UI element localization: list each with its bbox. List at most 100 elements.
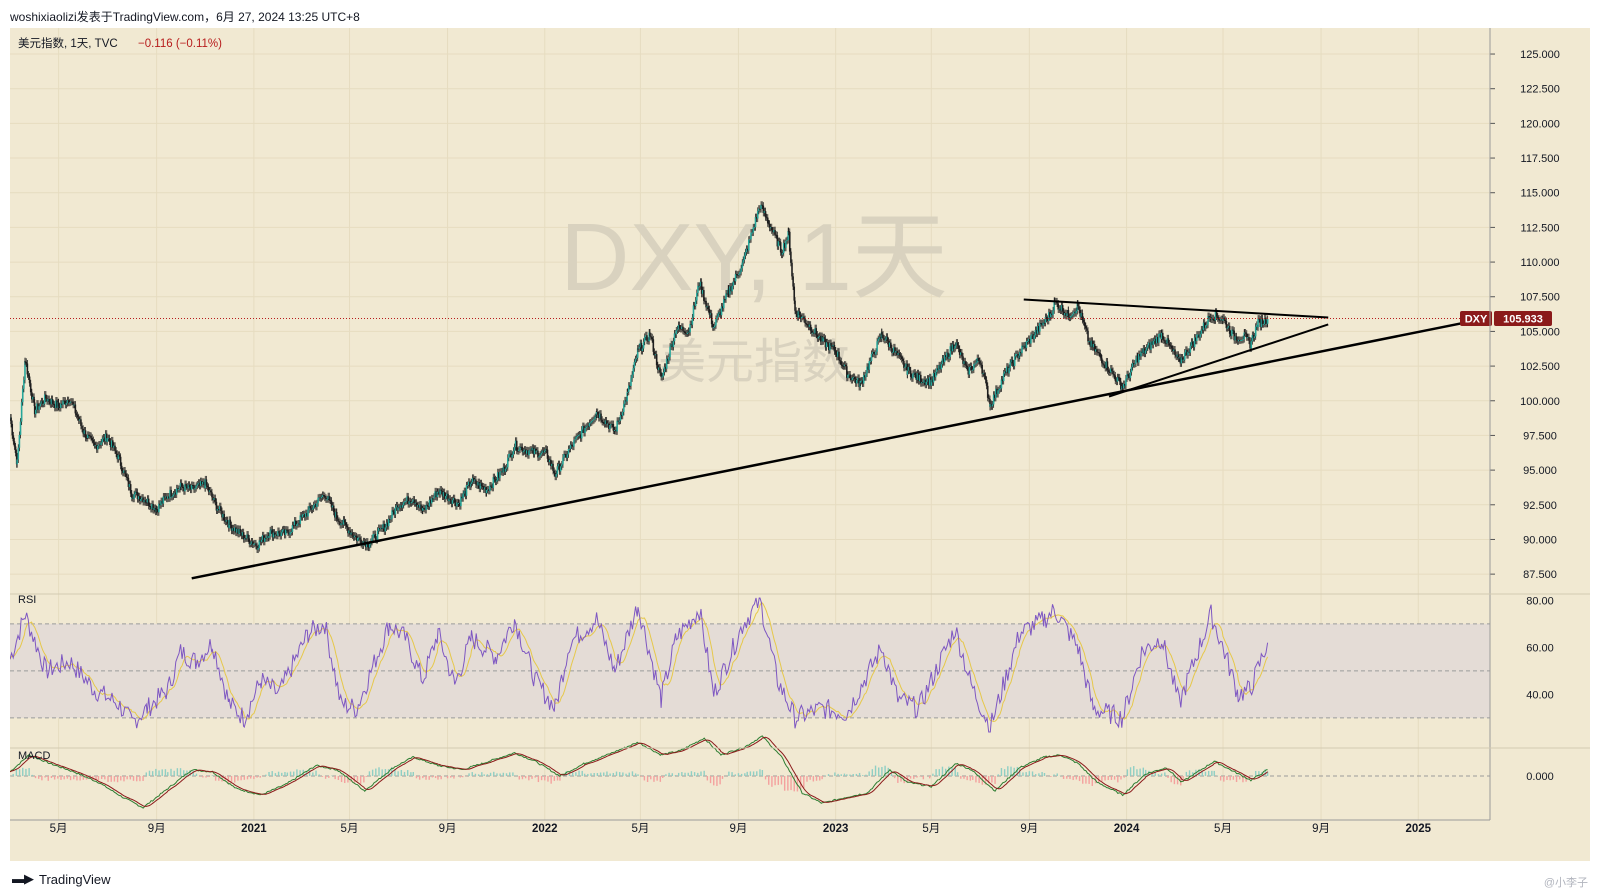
candle-down [819, 335, 822, 342]
candle-down [355, 536, 358, 541]
candle-up [1047, 312, 1050, 321]
macd-bar-negative [337, 776, 340, 781]
candle-up [1016, 353, 1018, 355]
candle-down [945, 355, 947, 357]
macd-bar-negative [709, 776, 712, 784]
candle-up [992, 394, 995, 405]
chart-frame[interactable]: DXY, 1天 美元指数 125.000122.500120.000117.50… [10, 28, 1590, 861]
candle-up [62, 400, 64, 405]
candle-up [508, 454, 510, 458]
macd-bar-negative [1113, 776, 1116, 780]
macd-bar-positive [684, 772, 686, 776]
candle-down [611, 423, 614, 425]
trendline[interactable] [191, 319, 1477, 580]
macd-bar-positive [1204, 771, 1207, 776]
macd-bar-negative [95, 776, 97, 780]
price-tick-label: 117.500 [1521, 153, 1560, 165]
time-tick-label: 9月 [148, 823, 166, 835]
candle-down [338, 520, 340, 523]
macd-bar-positive [1211, 770, 1213, 776]
candle-down [854, 379, 857, 384]
macd-bar-positive [1198, 769, 1200, 776]
candle-up [1262, 323, 1265, 325]
trendline[interactable] [1023, 298, 1329, 319]
candle-up [299, 515, 302, 524]
candle-up [541, 450, 544, 453]
candle-down [132, 497, 134, 499]
price-pane[interactable]: DXY, 1天 美元指数 [10, 201, 1490, 580]
candle-up [36, 403, 38, 410]
candle-down [475, 479, 477, 485]
candle-down [898, 353, 901, 356]
candle-down [967, 367, 970, 375]
candle-up [925, 381, 928, 385]
macd-bar-positive [192, 770, 195, 776]
candle-up [385, 522, 388, 528]
macd-bar-positive [674, 774, 677, 776]
macd-bar-negative [929, 776, 931, 779]
candle-down [558, 464, 561, 472]
candle-down [839, 360, 841, 362]
candle-up [312, 505, 315, 509]
macd-bar-negative [1082, 776, 1084, 784]
macd-bar-negative [66, 776, 69, 779]
candle-down [337, 518, 339, 521]
candle-up [963, 361, 965, 364]
candle-down [459, 502, 461, 507]
candle-up [634, 359, 637, 363]
candle-up [1021, 345, 1023, 354]
rsi-pane[interactable]: RSI [10, 594, 1490, 733]
candle-up [1064, 313, 1066, 316]
candle-down [255, 543, 257, 546]
candle-down [704, 300, 706, 302]
candle-up [738, 274, 740, 276]
candle-up [696, 292, 698, 301]
candle-down [735, 274, 738, 276]
candle-down [1132, 363, 1135, 365]
candle-up [557, 464, 560, 467]
macd-pane[interactable]: MACD [10, 735, 1490, 809]
candle-up [781, 253, 784, 255]
macd-bar-negative [142, 776, 144, 781]
macd-bar-negative [984, 776, 987, 785]
candle-down [617, 420, 620, 422]
macd-bar-positive [1264, 769, 1266, 776]
candle-down [793, 286, 796, 301]
candle-down [1096, 349, 1098, 353]
candle-up [47, 398, 49, 402]
candle-up [777, 241, 780, 247]
candle-up [327, 496, 329, 500]
candle-down [861, 380, 864, 384]
candle-up [411, 501, 414, 503]
candle-down [615, 429, 617, 432]
candle-down [200, 481, 203, 485]
macd-bar-negative [428, 776, 430, 780]
candle-down [186, 486, 189, 489]
candle-down [389, 518, 391, 520]
candle-down [248, 538, 251, 544]
candle-up [1256, 324, 1258, 327]
candle-down [1045, 316, 1048, 319]
tradingview-logo[interactable]: ▬▶ TradingView [12, 871, 111, 887]
macd-bar-positive [195, 773, 198, 776]
candle-up [377, 527, 380, 531]
candle-up [65, 403, 68, 405]
candle-up [293, 520, 296, 526]
trendlines[interactable] [191, 298, 1477, 580]
candle-up [1226, 327, 1229, 329]
candle-down [29, 383, 32, 393]
candle-down [1201, 329, 1204, 331]
macd-bar-negative [253, 776, 255, 780]
candle-down [367, 547, 370, 549]
candle-up [172, 494, 175, 497]
candle-down [360, 539, 362, 545]
macd-bar-positive [824, 775, 827, 776]
candle-up [997, 390, 999, 395]
candle-up [1266, 323, 1268, 325]
candle-down [1223, 317, 1225, 320]
candle-down [89, 435, 91, 437]
trendline[interactable] [1108, 323, 1329, 398]
candle-down [136, 492, 139, 500]
candle-down [1216, 316, 1219, 319]
candle-down [163, 496, 166, 498]
